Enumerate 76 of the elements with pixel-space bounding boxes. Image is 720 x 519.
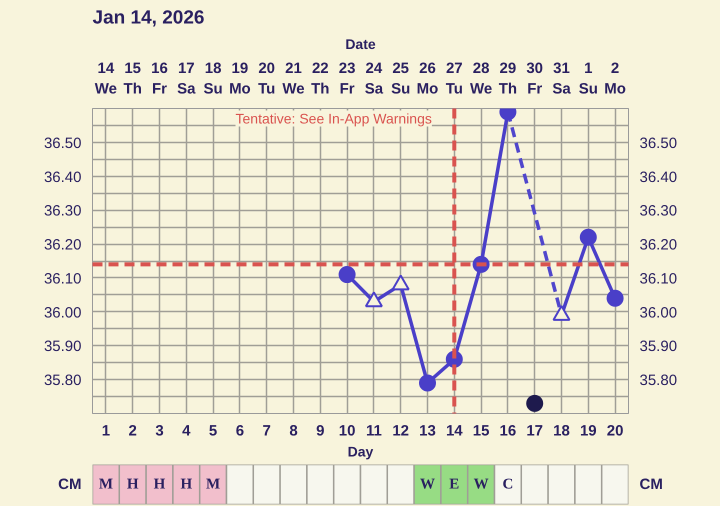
point	[338, 266, 356, 284]
y-tick-label: 36.20	[44, 236, 82, 254]
x-tick-label: 6	[236, 422, 244, 440]
y2-tick-label: 36.20	[640, 236, 678, 254]
point	[606, 290, 624, 307]
y2-tick-label: 36.30	[640, 202, 678, 220]
x-tick-label: 13	[419, 422, 436, 440]
x-tick-label: 20	[606, 422, 624, 440]
text: M	[98, 476, 113, 492]
x-tick-label: 1	[102, 422, 110, 440]
y-tick-label: 35.90	[44, 338, 82, 356]
y2-tick-label: 36.10	[640, 270, 678, 288]
x2-tick-label: 17 Sa	[177, 60, 196, 98]
annotation: Tentative: See In-App Warnings	[236, 110, 432, 126]
text: H	[126, 476, 139, 492]
text: M	[206, 476, 220, 492]
x2-tick-label: 18 Su	[204, 60, 223, 98]
x2-tick-label: 22 Th	[311, 60, 330, 98]
text: H	[154, 476, 166, 492]
x-tick-label: 7	[262, 422, 271, 440]
x-tick-label: 12	[392, 422, 410, 440]
x2-tick-label: 31 Sa	[552, 60, 572, 98]
x-tick-label: 8	[289, 422, 298, 440]
x-tick-label: 3	[155, 422, 164, 440]
x2-tick-label: 14 We	[94, 60, 118, 98]
x2-tick-label: 26 Mo	[416, 60, 438, 98]
y2-tick-label: 36.00	[640, 304, 678, 322]
x-axis-title: Day	[348, 444, 374, 460]
x2-tick-label: 30 Fr	[526, 60, 544, 98]
x-tick-label: 9	[316, 422, 324, 440]
x2-tick-label: 20 Tu	[258, 60, 276, 98]
x-tick-label: 16	[500, 422, 516, 440]
y2-tick-label: 36.40	[640, 168, 678, 186]
y-tick-label: 35.80	[44, 372, 82, 390]
x2-tick-label: 1 Su	[578, 60, 598, 98]
x2-tick-label: 28 We	[470, 60, 492, 98]
y2-tick-label: CM	[640, 476, 663, 493]
x-tick-label: 19	[580, 422, 597, 440]
y2-tick-label: 36.50	[640, 134, 678, 152]
x2-tick-label: 15 Th	[124, 60, 142, 98]
x2-tick-label: 23 Fr	[338, 60, 356, 98]
x2-tick-label: 16 Fr	[151, 60, 168, 98]
y-tick-label: 36.00	[44, 304, 82, 322]
x-tick-label: 2	[128, 422, 137, 440]
text: H	[180, 476, 192, 492]
point	[580, 228, 597, 246]
x-tick-label: 11	[366, 422, 382, 440]
text: C	[502, 476, 514, 492]
x2-tick-label: 25 Su	[391, 60, 410, 98]
y-tick-label: CM	[58, 476, 82, 493]
text: E	[449, 476, 460, 492]
y-tick-label: 36.30	[44, 202, 82, 220]
point	[526, 394, 544, 412]
x-tick-label: 5	[208, 422, 218, 440]
point	[419, 374, 436, 392]
x2-tick-label: 27 Tu	[446, 60, 463, 98]
x-tick-label: 17	[526, 422, 544, 440]
text: W	[474, 476, 489, 492]
chart-title: Jan 14, 2026	[92, 8, 204, 28]
x2-tick-label: 2 Mo	[604, 60, 626, 98]
y-tick-label: 36.40	[44, 168, 82, 186]
y-tick-label: 36.50	[44, 134, 82, 152]
x-tick-label: 18	[553, 422, 570, 440]
x-tick-label: 10	[338, 422, 356, 440]
x-tick-label: 4	[182, 422, 192, 440]
x2-tick-label: 29 Th	[498, 60, 518, 98]
x2-tick-label: 21 We	[282, 60, 305, 98]
x-tick-label: 14	[446, 422, 464, 440]
y2-tick-label: 35.80	[640, 372, 678, 390]
y2-tick-label: 35.90	[640, 338, 678, 356]
x2-tick-label: 24 Sa	[364, 60, 384, 98]
y-tick-label: 36.10	[44, 270, 82, 288]
x-tick-label: 15	[472, 422, 490, 440]
x2-axis-title: Date	[345, 36, 376, 52]
text: W	[420, 476, 435, 492]
x2-tick-label: 19 Mo	[229, 60, 251, 98]
